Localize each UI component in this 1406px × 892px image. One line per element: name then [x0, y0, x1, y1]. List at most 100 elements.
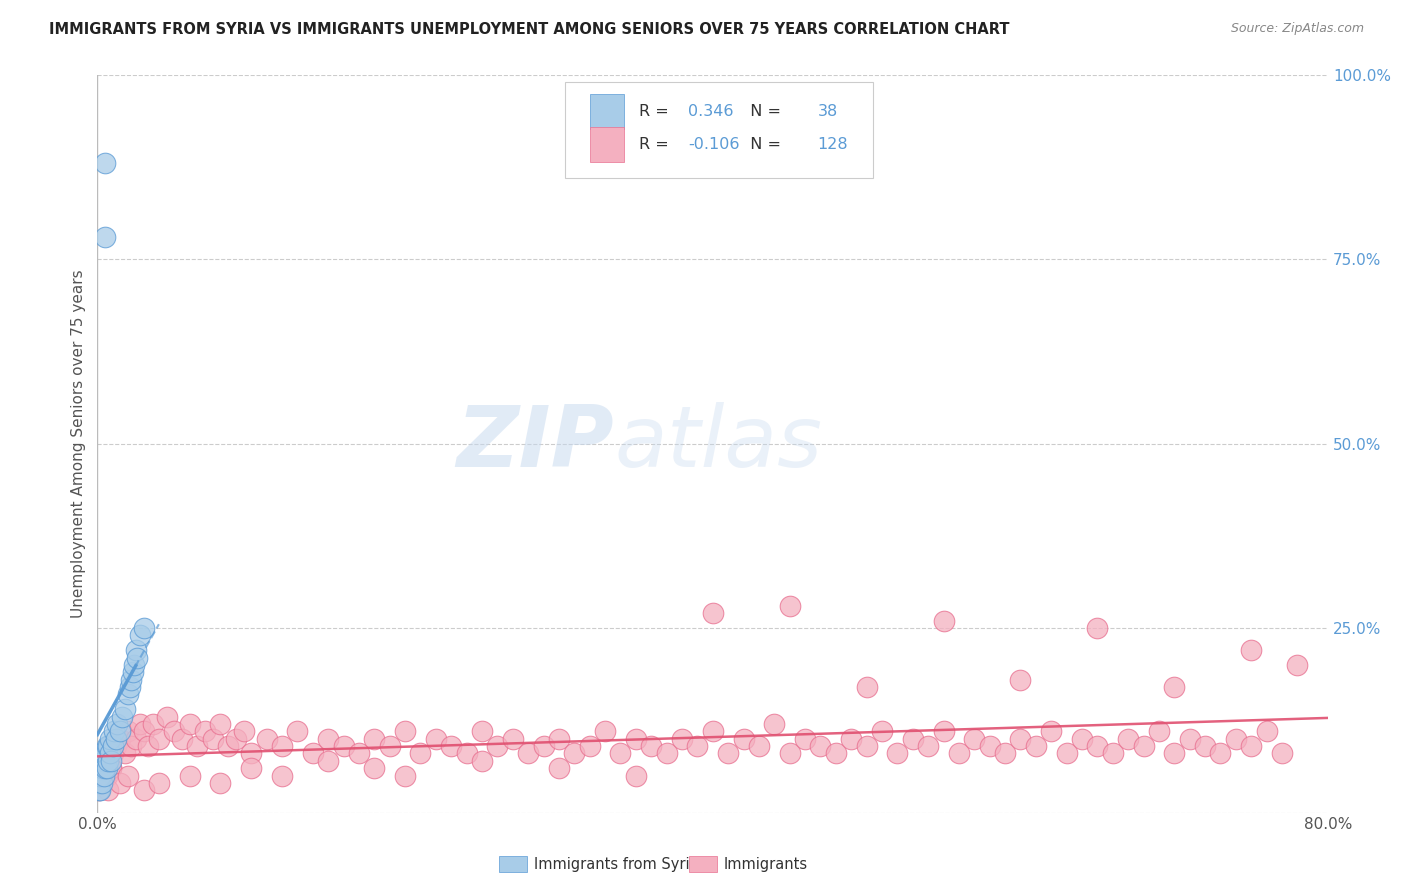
Point [201, 731, 224, 746]
Point [232, 724, 254, 739]
Point [1010, 673, 1032, 687]
Point [1286, 657, 1309, 672]
Point [105, 717, 128, 731]
Point [1147, 724, 1170, 739]
Point [533, 739, 555, 753]
Point [548, 731, 571, 746]
Point [917, 739, 939, 753]
Point [1085, 739, 1108, 753]
Point [1025, 739, 1047, 753]
Point [110, 776, 132, 790]
Point [363, 761, 385, 775]
Point [91, 776, 114, 790]
Text: 128: 128 [817, 137, 848, 153]
Point [225, 731, 247, 746]
Point [101, 739, 124, 753]
Point [932, 724, 955, 739]
Point [717, 747, 740, 761]
Point [94, 761, 117, 775]
Point [1163, 680, 1185, 694]
Point [517, 747, 540, 761]
Point [96, 761, 118, 775]
Point [1010, 731, 1032, 746]
Point [702, 607, 724, 621]
Point [120, 739, 142, 753]
Point [748, 739, 770, 753]
Point [1056, 747, 1078, 761]
Point [96, 769, 118, 783]
Text: -0.106: -0.106 [688, 137, 740, 153]
Point [901, 731, 924, 746]
Text: 0.346: 0.346 [688, 104, 734, 119]
Text: R =: R = [638, 137, 673, 153]
Point [114, 702, 136, 716]
Text: Immigrants from Syria: Immigrants from Syria [534, 857, 699, 871]
Point [101, 747, 124, 761]
Point [271, 739, 294, 753]
Point [486, 739, 509, 753]
Point [163, 724, 186, 739]
Point [98, 731, 121, 746]
Point [186, 739, 208, 753]
Point [1240, 643, 1263, 657]
Point [129, 717, 152, 731]
Point [256, 731, 278, 746]
Point [855, 680, 877, 694]
Point [91, 776, 114, 790]
Point [979, 739, 1001, 753]
Point [994, 747, 1017, 761]
Point [1132, 739, 1154, 753]
Point [562, 747, 585, 761]
Point [117, 688, 139, 702]
Point [240, 761, 263, 775]
Point [932, 614, 955, 628]
Point [120, 673, 142, 687]
Point [240, 747, 263, 761]
Point [89, 769, 111, 783]
Point [1101, 747, 1123, 761]
Point [132, 724, 155, 739]
Text: IMMIGRANTS FROM SYRIA VS IMMIGRANTS UNEMPLOYMENT AMONG SENIORS OVER 75 YEARS COR: IMMIGRANTS FROM SYRIA VS IMMIGRANTS UNEM… [49, 22, 1010, 37]
Point [948, 747, 970, 761]
Point [125, 731, 148, 746]
Point [87, 783, 110, 797]
Point [394, 769, 416, 783]
Point [1163, 747, 1185, 761]
Point [179, 717, 201, 731]
Point [839, 731, 862, 746]
Point [136, 739, 159, 753]
Point [93, 761, 115, 775]
Point [104, 731, 127, 746]
Point [94, 747, 117, 761]
Point [624, 769, 647, 783]
Point [671, 731, 693, 746]
Point [117, 724, 139, 739]
Text: R =: R = [638, 104, 673, 119]
Point [794, 731, 817, 746]
Point [97, 754, 120, 768]
Point [87, 761, 110, 775]
Point [209, 717, 232, 731]
Point [97, 739, 120, 753]
Point [194, 724, 217, 739]
FancyBboxPatch shape [589, 94, 624, 129]
Point [1225, 731, 1247, 746]
Point [1040, 724, 1063, 739]
Text: atlas: atlas [614, 402, 823, 485]
Point [1178, 731, 1201, 746]
Point [87, 776, 110, 790]
Point [285, 724, 308, 739]
Point [378, 739, 401, 753]
Point [1194, 739, 1216, 753]
Point [1271, 747, 1294, 761]
Point [394, 724, 416, 739]
Point [733, 731, 755, 746]
Point [1256, 724, 1278, 739]
Point [409, 747, 432, 761]
Point [110, 724, 132, 739]
Point [148, 731, 170, 746]
Point [170, 731, 193, 746]
Point [686, 739, 709, 753]
Point [702, 724, 724, 739]
Point [117, 769, 139, 783]
